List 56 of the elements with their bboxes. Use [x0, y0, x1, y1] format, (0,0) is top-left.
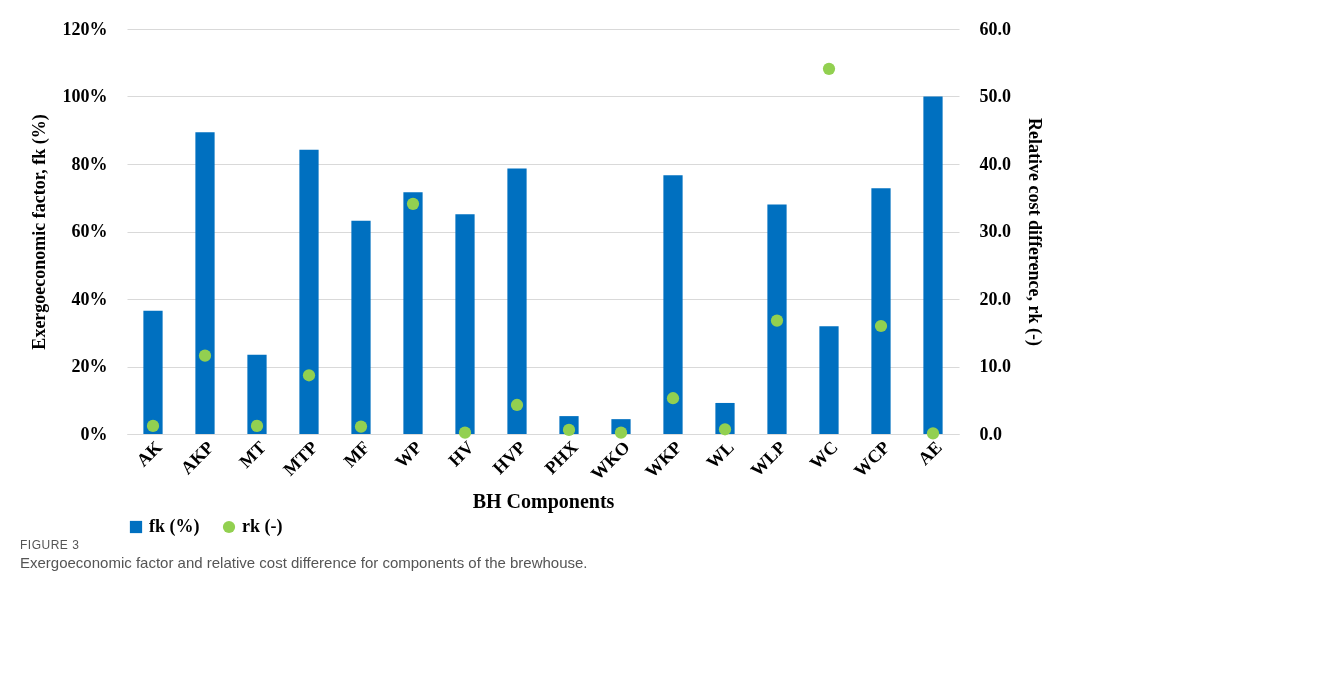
- x-tick-label: WL: [702, 437, 738, 473]
- y-tick-label: 60%: [71, 221, 108, 241]
- y-tick-label: 0%: [80, 423, 108, 444]
- y-axis-title: Exergoeconomic factor, fk (%): [28, 114, 50, 350]
- y2-tick-label: 20.0: [979, 288, 1011, 309]
- point: [926, 427, 940, 440]
- point: [198, 349, 212, 362]
- point: [510, 398, 524, 412]
- x-tick-label: AE: [913, 437, 946, 469]
- point: [874, 319, 888, 333]
- legend-label: rk (-): [242, 516, 283, 537]
- x-tick-label: WP: [391, 437, 426, 472]
- x-tick-label: MT: [235, 437, 270, 472]
- y2-tick-label: 60.0: [979, 18, 1011, 39]
- caption: FIGURE 3: [20, 538, 81, 552]
- bar: [663, 175, 683, 434]
- y2-tick-label: 0.0: [979, 423, 1002, 444]
- x-tick-label: WC: [805, 437, 842, 474]
- point: [406, 197, 420, 210]
- bar: [819, 326, 839, 434]
- bar: [923, 96, 943, 434]
- bar: [871, 188, 891, 434]
- bar: [507, 168, 527, 434]
- bar: [195, 132, 215, 434]
- bar: [247, 354, 267, 434]
- y2-tick-label: 30.0: [979, 221, 1011, 241]
- y2-axis-title: Relative cost difference, rk (-): [1024, 117, 1045, 347]
- y2-tick-label: 40.0: [979, 153, 1011, 174]
- y2-tick-label: 50.0: [979, 86, 1011, 106]
- y-tick-label: 100%: [62, 86, 108, 106]
- y-tick-label: 40%: [71, 288, 108, 309]
- point: [302, 369, 316, 382]
- y-tick-label: 120%: [62, 18, 108, 39]
- x-tick-label: HV: [444, 437, 478, 471]
- bar: [299, 149, 319, 434]
- point: [354, 420, 368, 433]
- x-axis-title: BH Components: [472, 489, 615, 513]
- legend-label: fk (%): [149, 516, 200, 537]
- bar: [351, 220, 371, 434]
- point: [718, 423, 732, 436]
- bar: [455, 214, 475, 434]
- point: [250, 419, 264, 433]
- point: [770, 314, 784, 327]
- y-tick-label: 80%: [71, 153, 108, 174]
- y2-tick-label: 10.0: [979, 356, 1011, 376]
- text: Exergoeconomic factor and relative cost difference for components of the brewhouse.: [20, 554, 589, 571]
- bar: [767, 204, 787, 434]
- y-tick-label: 20%: [71, 356, 108, 376]
- bar: [143, 310, 163, 434]
- point: [822, 62, 836, 75]
- point: [458, 426, 472, 439]
- x-tick-label: AK: [132, 437, 166, 471]
- x-tick-label: MF: [339, 437, 374, 472]
- bar: [403, 192, 423, 434]
- point: [146, 419, 160, 433]
- point: [666, 392, 680, 405]
